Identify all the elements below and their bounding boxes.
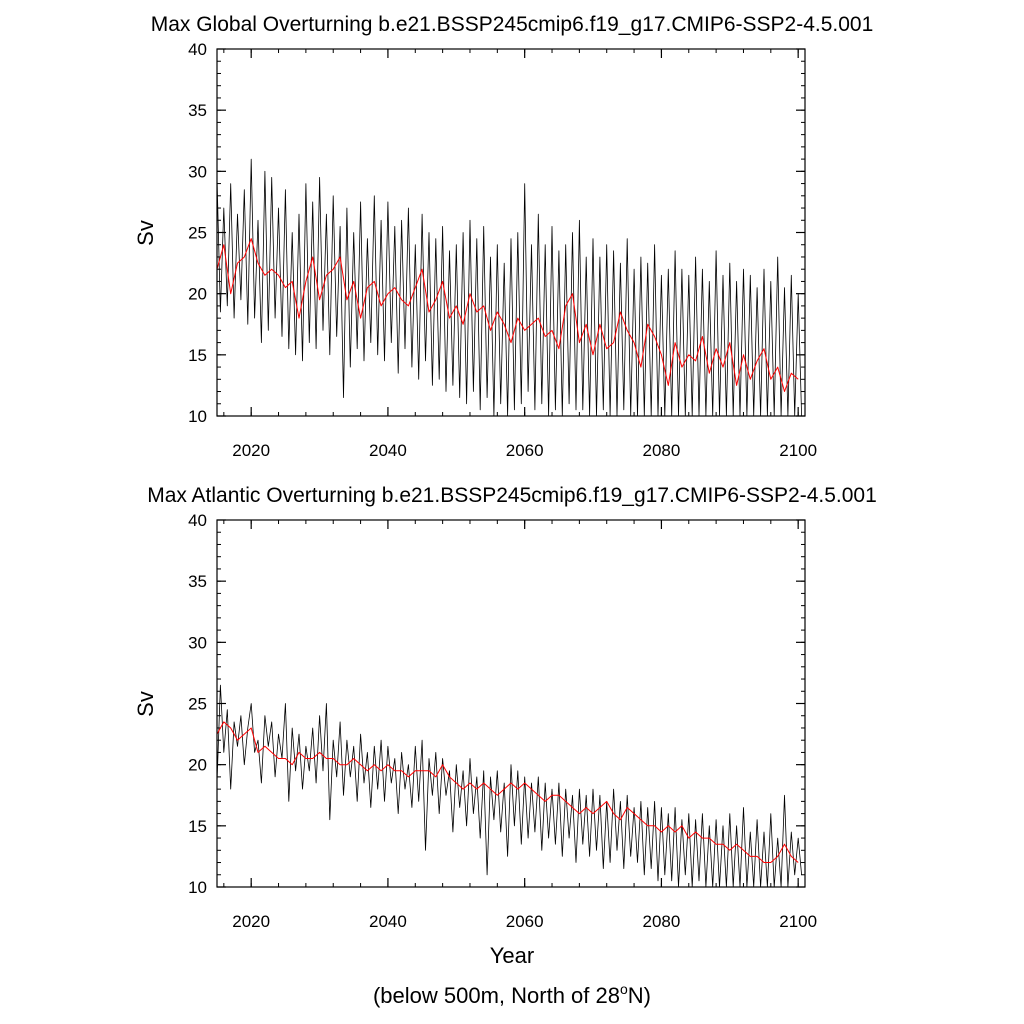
y-tick-label: 15: [188, 817, 207, 836]
x-tick-label: 2080: [643, 441, 681, 460]
running-mean-line: [216, 721, 799, 863]
x-tick-label: 2060: [506, 912, 544, 931]
y-tick-label: 40: [188, 511, 207, 530]
y-tick-label: 20: [188, 285, 207, 304]
y-tick-label: 25: [188, 224, 207, 243]
monthly-series-line: [216, 684, 802, 888]
y-tick-label: 15: [188, 346, 207, 365]
plot-frame: [216, 519, 806, 888]
y-tick-label: 20: [188, 756, 207, 775]
series-lines: [216, 684, 802, 888]
y-tick-label: 10: [188, 407, 207, 426]
x-tick-label: 2020: [232, 912, 270, 931]
running-mean-line: [216, 238, 799, 392]
footnote-suffix: N): [628, 983, 651, 1008]
chart-title: Max Global Overturning b.e21.BSSP245cmip…: [151, 13, 874, 36]
global-overturning-panel: Max Global Overturning b.e21.BSSP245cmip…: [133, 13, 873, 460]
y-tick-label: 35: [188, 572, 207, 591]
atlantic-overturning-panel: Max Atlantic Overturning b.e21.BSSP245cm…: [133, 484, 877, 931]
x-tick-label: 2080: [643, 912, 681, 931]
footnote-degree-superscript: o: [620, 981, 628, 997]
x-axis-label: Year: [490, 943, 534, 968]
y-axis-label: Sv: [133, 220, 158, 246]
monthly-series-line: [216, 158, 802, 417]
series-lines: [216, 158, 802, 417]
tick-labels: 10 15 20 25 30 35 40 2020 2040 2060 2080 2100: [188, 511, 817, 931]
x-tick-label: 2020: [232, 441, 270, 460]
footnote-prefix: (below 500m, North of 28: [373, 983, 620, 1008]
x-tick-label: 2060: [506, 441, 544, 460]
footnote: (below 500m, North of 28oN): [373, 981, 651, 1008]
y-tick-label: 35: [188, 101, 207, 120]
y-axis-label: Sv: [133, 691, 158, 717]
chart-title: Max Atlantic Overturning b.e21.BSSP245cm…: [147, 484, 877, 507]
y-tick-label: 30: [188, 633, 207, 652]
x-tick-label: 2100: [779, 912, 817, 931]
x-tick-label: 2100: [779, 441, 817, 460]
plot-frame: [216, 48, 806, 417]
x-tick-label: 2040: [369, 912, 407, 931]
y-tick-label: 40: [188, 40, 207, 59]
y-tick-label: 10: [188, 878, 207, 897]
x-tick-label: 2040: [369, 441, 407, 460]
tick-labels: 10 15 20 25 30 35 40 2020 2040 2060 2080 2100: [188, 40, 817, 460]
y-tick-label: 25: [188, 695, 207, 714]
y-tick-label: 30: [188, 162, 207, 181]
